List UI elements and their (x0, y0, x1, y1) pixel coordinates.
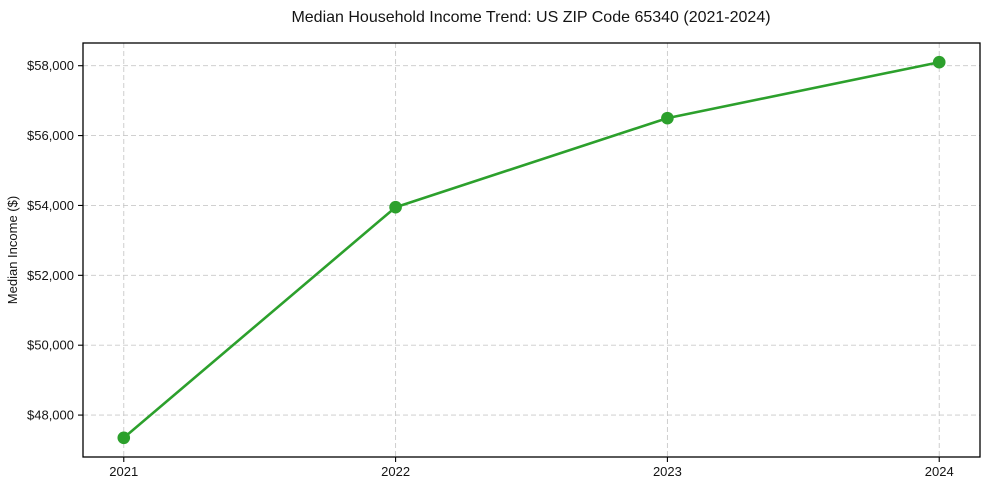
data-point (661, 111, 674, 125)
x-tick-label: 2021 (109, 464, 138, 479)
data-point (117, 431, 131, 445)
x-tick-label: 2024 (925, 464, 954, 479)
data-point (389, 200, 402, 214)
chart-title: Median Household Income Trend: US ZIP Co… (291, 9, 770, 26)
x-tick-label: 2022 (381, 464, 410, 479)
y-axis-label: Median Income ($) (5, 196, 20, 304)
plot-area: $48,000 $50,000 $52,000 $54,000 $56,000 $58,0… (27, 42, 981, 479)
x-tick-label: 2023 (653, 464, 682, 479)
y-tick-label: $50,000 (27, 338, 74, 353)
y-tick-label: $54,000 (27, 198, 74, 213)
data-point (932, 55, 946, 69)
y-tick-label: $48,000 (27, 408, 74, 423)
y-tick-label: $52,000 (27, 268, 74, 283)
trend-line (122, 60, 941, 440)
y-tick-label: $58,000 (27, 58, 74, 73)
plot-border (82, 42, 981, 458)
y-tick-label: $56,000 (27, 128, 74, 143)
